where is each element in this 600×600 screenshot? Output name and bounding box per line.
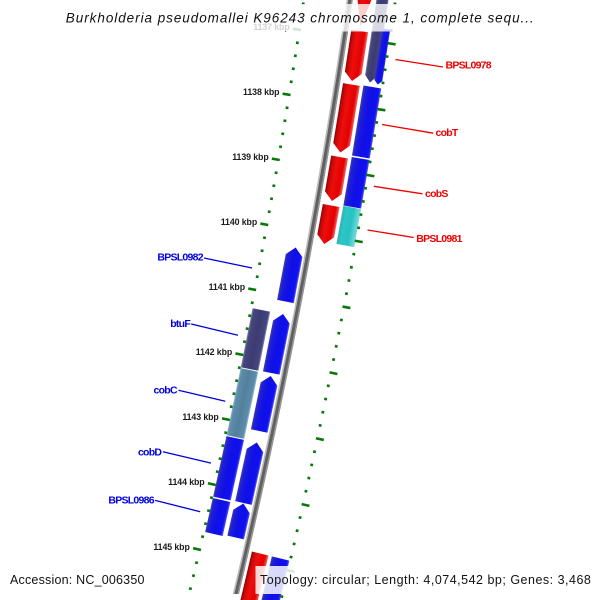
svg-text:1141 kbp: 1141 kbp bbox=[209, 282, 246, 292]
svg-text:1142 kbp: 1142 kbp bbox=[196, 347, 233, 357]
svg-text:1138 kbp: 1138 kbp bbox=[243, 87, 280, 97]
svg-text:1140 kbp: 1140 kbp bbox=[221, 217, 258, 227]
svg-text:1139 kbp: 1139 kbp bbox=[232, 152, 269, 162]
svg-text:cobT: cobT bbox=[436, 127, 459, 139]
svg-text:BPSL0981: BPSL0981 bbox=[416, 233, 462, 245]
svg-text:Topology: circular; Length: 4,: Topology: circular; Length: 4,074,542 bp… bbox=[260, 573, 591, 587]
svg-text:1143 kbp: 1143 kbp bbox=[182, 412, 219, 422]
svg-text:cobC: cobC bbox=[154, 384, 178, 396]
svg-text:Accession: NC_006350: Accession: NC_006350 bbox=[10, 573, 145, 587]
svg-text:cobS: cobS bbox=[425, 188, 448, 200]
svg-text:BPSL0986: BPSL0986 bbox=[108, 494, 154, 506]
svg-text:1145 kbp: 1145 kbp bbox=[153, 542, 190, 552]
svg-text:1144 kbp: 1144 kbp bbox=[168, 477, 205, 487]
svg-text:BPSL0982: BPSL0982 bbox=[157, 252, 203, 264]
svg-text:BPSL0978: BPSL0978 bbox=[446, 60, 492, 72]
svg-text:cobD: cobD bbox=[138, 446, 162, 458]
svg-text:btuF: btuF bbox=[170, 318, 191, 330]
svg-text:Burkholderia pseudomallei K962: Burkholderia pseudomallei K96243 chromos… bbox=[66, 11, 535, 26]
